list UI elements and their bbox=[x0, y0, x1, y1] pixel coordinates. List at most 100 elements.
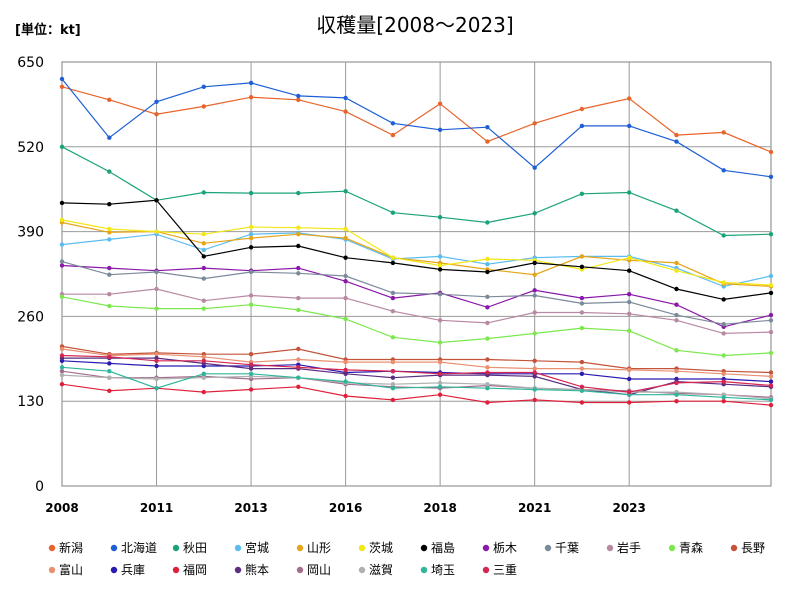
data-point bbox=[296, 357, 301, 362]
series-line bbox=[61, 146, 772, 237]
data-point bbox=[485, 386, 490, 391]
data-point bbox=[768, 402, 774, 408]
data-point bbox=[579, 301, 585, 306]
chart-title: 収穫量[2008～2023] bbox=[316, 13, 513, 37]
data-point bbox=[532, 310, 537, 315]
data-point bbox=[390, 295, 396, 301]
legend-item: 新潟 bbox=[48, 540, 83, 555]
data-point bbox=[485, 139, 490, 144]
data-point bbox=[201, 371, 206, 376]
series-15 bbox=[59, 382, 774, 408]
data-point bbox=[768, 174, 774, 179]
data-point bbox=[532, 288, 537, 293]
legend-item: 福島 bbox=[420, 540, 455, 555]
legend-label: 新潟 bbox=[59, 540, 83, 555]
data-point bbox=[343, 235, 348, 241]
y-tick-label: 390 bbox=[17, 225, 44, 241]
data-point bbox=[59, 259, 65, 264]
series-6 bbox=[59, 217, 774, 288]
data-point bbox=[296, 190, 301, 196]
data-point bbox=[579, 295, 585, 301]
data-point bbox=[674, 302, 679, 307]
data-point bbox=[437, 318, 443, 323]
data-point bbox=[390, 335, 396, 340]
data-point bbox=[107, 361, 112, 366]
data-point bbox=[768, 273, 774, 279]
data-point bbox=[674, 312, 679, 318]
data-point bbox=[343, 367, 348, 373]
data-point bbox=[768, 149, 774, 155]
data-point bbox=[296, 243, 301, 249]
data-point bbox=[390, 397, 396, 403]
y-tick-label: 0 bbox=[35, 479, 44, 495]
data-point bbox=[627, 123, 632, 129]
data-point bbox=[390, 210, 396, 215]
series-group bbox=[59, 76, 774, 408]
legend-item: 青森 bbox=[668, 540, 703, 555]
series-line bbox=[61, 345, 772, 374]
legend-label: 三重 bbox=[493, 563, 517, 577]
data-point bbox=[107, 230, 112, 235]
data-point bbox=[579, 310, 585, 315]
data-point bbox=[674, 399, 679, 404]
data-point bbox=[201, 375, 206, 380]
data-point bbox=[201, 354, 206, 359]
legend-label: 茨城 bbox=[369, 541, 393, 555]
data-point bbox=[296, 384, 301, 389]
data-point bbox=[107, 354, 112, 359]
data-point bbox=[674, 318, 679, 323]
data-point bbox=[721, 280, 726, 285]
data-point bbox=[343, 359, 348, 365]
data-point bbox=[437, 380, 443, 386]
data-point bbox=[201, 84, 206, 90]
legend-item: 栃木 bbox=[482, 541, 517, 555]
data-point bbox=[485, 294, 490, 299]
data-point bbox=[532, 366, 537, 371]
x-tick-label: 2013 bbox=[234, 501, 267, 515]
data-point bbox=[201, 104, 206, 109]
data-point bbox=[674, 286, 679, 292]
data-point bbox=[579, 366, 585, 371]
series-line bbox=[62, 288, 772, 335]
legend-marker bbox=[48, 566, 56, 574]
data-point bbox=[579, 191, 585, 196]
data-point bbox=[437, 254, 443, 259]
legend-marker bbox=[110, 566, 118, 574]
legend-item: 岩手 bbox=[606, 540, 641, 555]
series-line bbox=[61, 366, 772, 401]
data-point bbox=[201, 358, 206, 363]
data-point bbox=[721, 395, 726, 400]
data-point bbox=[485, 400, 490, 405]
data-point bbox=[59, 144, 65, 149]
data-point bbox=[107, 169, 112, 174]
data-point bbox=[721, 399, 726, 404]
legend-marker bbox=[234, 566, 242, 574]
data-point bbox=[627, 190, 632, 195]
data-point bbox=[296, 295, 301, 301]
data-point bbox=[532, 272, 537, 277]
data-point bbox=[674, 132, 679, 138]
series-line bbox=[61, 219, 772, 286]
legend-label: 岡山 bbox=[307, 563, 331, 577]
data-point bbox=[390, 260, 396, 266]
series-line bbox=[61, 296, 772, 357]
data-point bbox=[485, 220, 490, 225]
data-point bbox=[154, 352, 159, 357]
data-point bbox=[721, 322, 726, 327]
data-point bbox=[674, 380, 679, 386]
series-7 bbox=[59, 198, 774, 302]
data-point bbox=[579, 359, 585, 365]
data-point bbox=[343, 316, 348, 322]
legend-item: 茨城 bbox=[358, 541, 393, 555]
data-point bbox=[579, 106, 585, 112]
series-line bbox=[61, 261, 772, 325]
data-point bbox=[107, 272, 112, 277]
legend-marker bbox=[730, 544, 738, 552]
data-point bbox=[343, 371, 348, 376]
data-point bbox=[674, 348, 679, 353]
legend-label: 山形 bbox=[307, 541, 331, 555]
legend-marker bbox=[172, 544, 180, 552]
data-point bbox=[627, 96, 632, 101]
data-point bbox=[296, 225, 301, 230]
